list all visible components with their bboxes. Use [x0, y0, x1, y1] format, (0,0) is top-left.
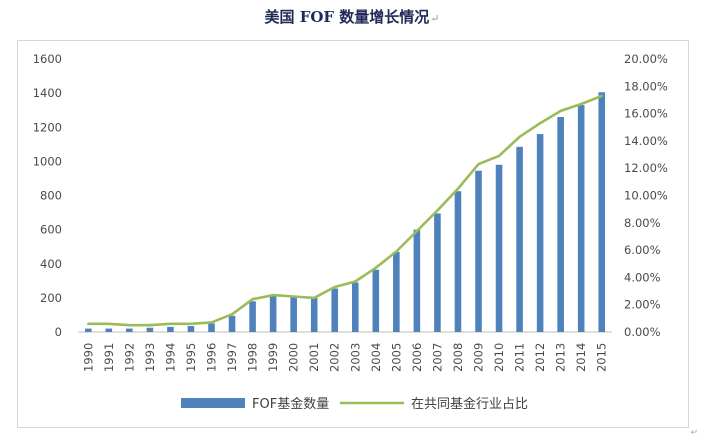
x-tick-label: 2003	[348, 343, 362, 372]
bar	[84, 328, 92, 332]
bar	[434, 213, 441, 332]
x-tick-label: 1990	[81, 343, 95, 372]
legend-label-bar: FOF基金数量	[252, 396, 329, 412]
x-tick-label: 1991	[102, 343, 116, 372]
bar	[228, 315, 236, 332]
chart-title: 美国 FOF 数量增长情况↵	[0, 6, 704, 27]
y-right-tick-label: 16.00%	[624, 107, 668, 121]
bar	[249, 301, 256, 332]
y-right-tick-label: 0.00%	[624, 325, 661, 339]
y-right-tick-label: 10.00%	[624, 189, 668, 203]
bar	[167, 326, 174, 332]
x-tick-label: 2012	[533, 343, 547, 372]
y-left-tick-label: 800	[40, 189, 62, 203]
legend-swatch-bar	[181, 398, 245, 408]
y-right-tick-label: 4.00%	[624, 270, 661, 284]
x-tick-label: 2000	[287, 343, 301, 372]
bar	[269, 296, 277, 332]
bar	[393, 251, 400, 332]
bar	[146, 327, 154, 332]
y-left-tick-label: 1600	[33, 52, 62, 66]
chart-frame	[17, 40, 689, 428]
x-tick-label: 2015	[595, 343, 609, 372]
x-tick-label: 1993	[143, 343, 157, 372]
bar	[331, 288, 339, 332]
chart-title-text: 美国 FOF 数量增长情况	[264, 8, 430, 26]
corner-mark: ↵	[690, 428, 698, 438]
bar	[208, 323, 215, 332]
bar	[126, 328, 133, 332]
y-left-tick-label: 0	[55, 325, 62, 339]
paragraph-mark-icon: ↵	[430, 12, 440, 25]
bar	[105, 328, 113, 332]
x-tick-label: 1998	[246, 343, 260, 372]
x-tick-label: 2013	[554, 343, 568, 372]
x-tick-label: 1997	[225, 343, 239, 372]
bar	[187, 326, 195, 332]
x-tick-label: 2008	[451, 343, 465, 372]
y-left-tick-label: 1400	[33, 86, 62, 100]
x-tick-label: 2004	[369, 343, 383, 372]
y-left-tick-label: 600	[40, 223, 62, 237]
series-line	[87, 94, 604, 327]
bar	[516, 146, 523, 332]
y-right-tick-label: 8.00%	[624, 216, 661, 230]
x-tick-label: 1994	[163, 343, 177, 372]
x-tick-label: 2009	[472, 343, 486, 372]
y-right-tick-label: 18.00%	[624, 79, 668, 93]
bar	[557, 117, 564, 332]
y-left-tick-label: 400	[40, 257, 62, 271]
x-tick-label: 2014	[574, 343, 588, 372]
bar	[598, 92, 606, 332]
y-left-tick-label: 1000	[33, 154, 62, 168]
bar	[413, 229, 421, 332]
x-tick-label: 2005	[389, 343, 403, 372]
x-tick-label: 1996	[205, 343, 219, 372]
y-right-tick-label: 14.00%	[624, 134, 668, 148]
y-right-tick-label: 6.00%	[624, 243, 661, 257]
x-tick-label: 2001	[307, 343, 321, 372]
bar	[495, 164, 503, 332]
y-right-tick-label: 2.00%	[624, 298, 661, 312]
x-tick-label: 2011	[513, 343, 527, 372]
x-tick-label: 2006	[410, 343, 424, 372]
bar	[577, 105, 585, 332]
x-tick-label: 1992	[122, 343, 136, 372]
legend-label-line: 在共同基金行业占比	[411, 396, 528, 412]
y-right-tick-label: 12.00%	[624, 161, 668, 175]
bar	[310, 297, 318, 332]
bar	[475, 170, 482, 332]
bar	[351, 282, 359, 332]
x-tick-label: 2010	[492, 343, 506, 372]
y-left-tick-label: 200	[40, 291, 62, 305]
bar	[454, 191, 462, 332]
bar	[290, 297, 297, 332]
x-tick-label: 2002	[328, 343, 342, 372]
y-left-tick-label: 1200	[33, 120, 62, 134]
x-tick-label: 2007	[430, 343, 444, 372]
y-right-tick-label: 20.00%	[624, 52, 668, 66]
bar	[372, 269, 380, 332]
x-tick-label: 1995	[184, 343, 198, 372]
bar	[536, 134, 544, 332]
x-tick-label: 1999	[266, 343, 280, 372]
